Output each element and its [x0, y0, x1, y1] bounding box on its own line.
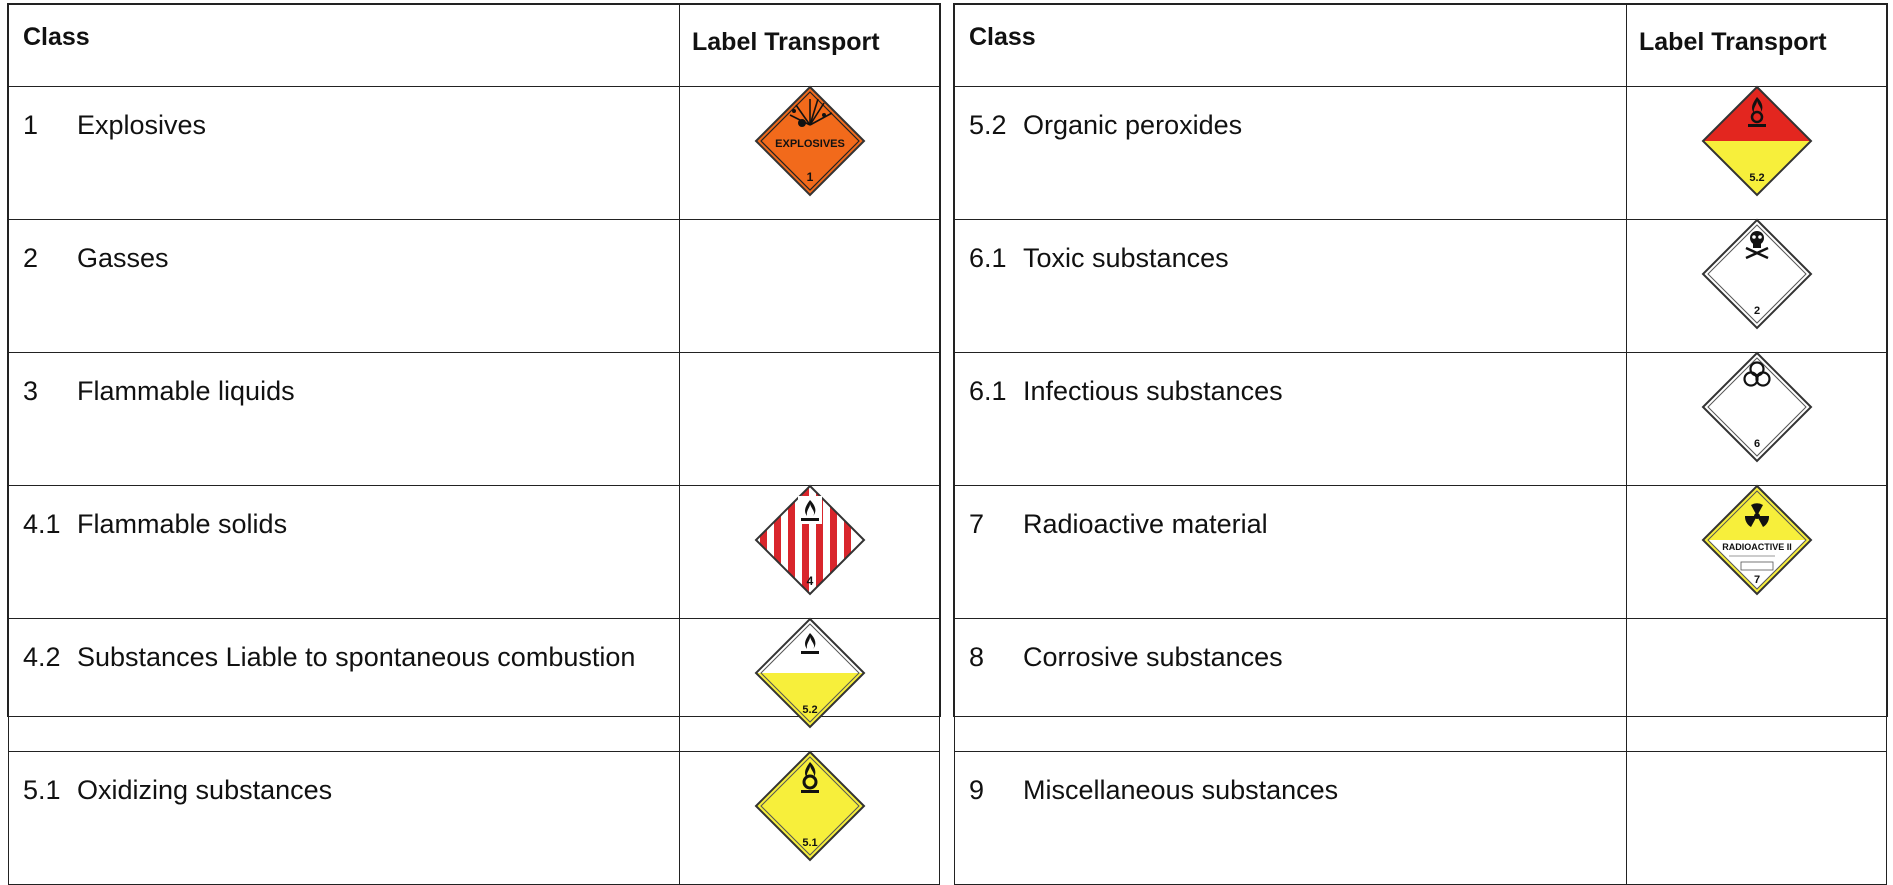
- class-cell: 7 Radioactive material: [954, 485, 1627, 619]
- left-class-table: Class Label Transport 1 Explosives EXPLOS…: [7, 3, 941, 885]
- label-class-number: 5.2: [802, 704, 817, 716]
- class-number: 3: [23, 376, 39, 406]
- organic-peroxide-label-icon: 5.2: [1701, 85, 1812, 197]
- column-header-label-transport: Label Transport: [679, 4, 940, 87]
- class-number: 7: [969, 509, 985, 539]
- flammable-solid-label-icon: 4: [754, 484, 865, 596]
- label-cell: RADIOACTIVE II 7: [1626, 484, 1887, 619]
- table-row: 4.2 Substances Liable to spontaneous comb…: [8, 617, 940, 752]
- label-class-number: 6: [1753, 438, 1759, 450]
- label-cell: 5.2: [679, 617, 940, 752]
- table-row: 5.1 Oxidizing substances 5.1: [8, 750, 940, 885]
- label-class-number: 5.1: [802, 837, 817, 849]
- class-name: Toxic substances: [1023, 243, 1229, 273]
- class-cell: 2 Gasses: [8, 219, 680, 353]
- label-cell: 4: [679, 484, 940, 619]
- column-header-class: Class: [8, 4, 680, 87]
- class-name: Infectious substances: [1023, 376, 1283, 406]
- class-number: 8: [969, 642, 985, 672]
- table-row: 3 Flammable liquids: [8, 352, 940, 486]
- table-row: 4.1 Flammable solids 4: [8, 484, 940, 619]
- label-cell: [1626, 618, 1887, 752]
- class-name: Radioactive material: [1023, 509, 1268, 539]
- label-cell: 6: [1626, 351, 1887, 486]
- label-cell: 5.2: [1626, 85, 1887, 220]
- class-number: 9: [969, 775, 985, 805]
- class-cell: 9 Miscellaneous substances: [954, 751, 1627, 885]
- class-cell: 6.1 Infectious substances: [954, 352, 1627, 486]
- class-name: Flammable solids: [77, 509, 288, 539]
- class-name: Corrosive substances: [1023, 642, 1283, 672]
- table-row: 6.1 Toxic substances 2: [954, 218, 1887, 353]
- class-cell: 8 Corrosive substances: [954, 618, 1627, 752]
- table-row: 5.2 Organic peroxides 5.2: [954, 85, 1887, 220]
- table-row: 9 Miscellaneous substances: [954, 751, 1887, 885]
- toxic-label-icon: 2: [1701, 218, 1812, 330]
- table-row: 6.1 Infectious substances 6: [954, 351, 1887, 486]
- right-class-table: Class Label Transport 5.2 Organic peroxid…: [953, 3, 1888, 885]
- explosives-label-text: EXPLOSIVES: [775, 138, 845, 150]
- class-cell: 5.2 Organic peroxides: [954, 86, 1627, 220]
- label-cell: [1626, 751, 1887, 885]
- label-cell: 2: [1626, 218, 1887, 353]
- oxidizer-label-icon: 5.1: [754, 750, 865, 862]
- class-number: 2: [23, 243, 39, 273]
- class-cell: 4.1 Flammable solids: [8, 485, 680, 619]
- explosives-label-icon: EXPLOSIVES 1: [754, 85, 865, 197]
- class-number: 4.2: [23, 642, 61, 672]
- radioactive-label-icon: RADIOACTIVE II 7: [1701, 484, 1812, 596]
- class-name: Flammable liquids: [77, 376, 295, 406]
- class-name: Substances Liable to spontaneous combust…: [77, 642, 636, 672]
- class-name: Gasses: [77, 243, 169, 273]
- table-row: 1 Explosives EXPLOSIVES 1: [8, 85, 940, 220]
- class-name: Organic peroxides: [1023, 110, 1243, 140]
- class-number: 5.2: [969, 110, 1007, 140]
- label-cell: [679, 219, 940, 353]
- table-row: 7 Radioactive material RADIOACTIVE II 7: [954, 484, 1887, 619]
- label-cell: [679, 352, 940, 486]
- label-class-number: 1: [806, 170, 813, 184]
- class-number: 4.1: [23, 509, 61, 539]
- class-number: 6.1: [969, 376, 1007, 406]
- column-header-class: Class: [954, 4, 1627, 87]
- class-number: 6.1: [969, 243, 1007, 273]
- table-header-row: Class Label Transport: [8, 4, 940, 87]
- class-name: Explosives: [77, 110, 207, 140]
- class-name: Oxidizing substances: [77, 775, 333, 805]
- class-number: 1: [23, 110, 39, 140]
- class-cell: 3 Flammable liquids: [8, 352, 680, 486]
- class-cell: 5.1 Oxidizing substances: [8, 751, 680, 885]
- class-cell: 6.1 Toxic substances: [954, 219, 1627, 353]
- label-cell: EXPLOSIVES 1: [679, 85, 940, 220]
- class-number: 5.1: [23, 775, 61, 805]
- class-cell: 4.2 Substances Liable to spontaneous comb…: [8, 618, 680, 752]
- biohazard-label-icon: 6: [1701, 351, 1812, 463]
- class-cell: 1 Explosives: [8, 86, 680, 220]
- table-row: 8 Corrosive substances: [954, 618, 1887, 752]
- class-name: Miscellaneous substances: [1023, 775, 1339, 805]
- radioactive-label-text: RADIOACTIVE II: [1722, 542, 1792, 552]
- label-class-number: 7: [1753, 574, 1759, 586]
- label-class-number: 4: [806, 574, 813, 588]
- table-header-row: Class Label Transport: [954, 4, 1887, 87]
- label-class-number: 5.2: [1749, 172, 1764, 184]
- table-row: 2 Gasses: [8, 219, 940, 353]
- label-class-number: 2: [1753, 305, 1759, 317]
- column-header-label-transport: Label Transport: [1626, 4, 1887, 87]
- label-cell: 5.1: [679, 750, 940, 885]
- spontaneous-combustion-label-icon: 5.2: [754, 617, 865, 729]
